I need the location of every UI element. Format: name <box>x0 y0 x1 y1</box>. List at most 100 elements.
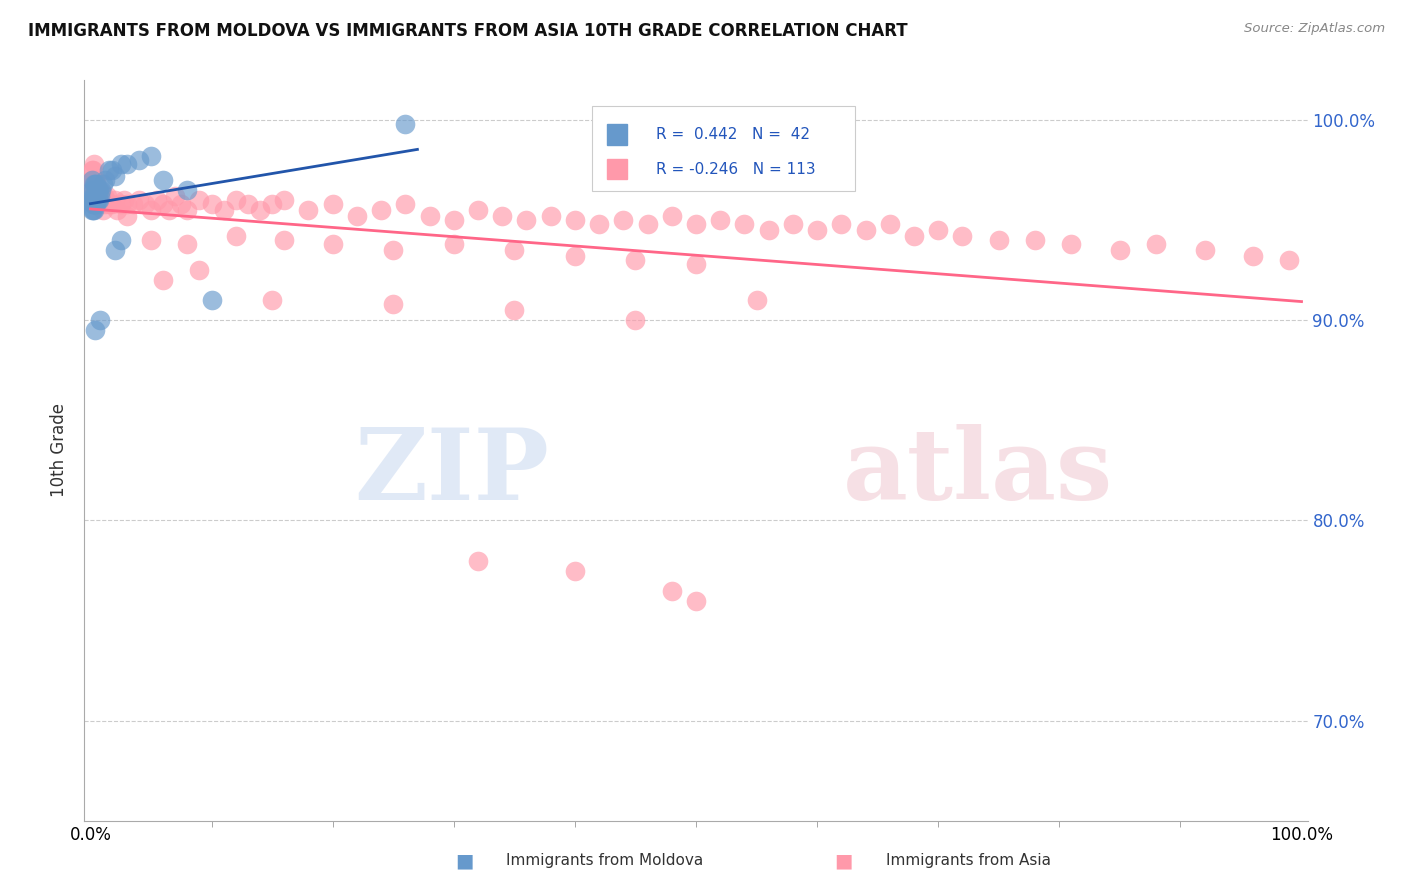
Point <box>564 249 586 263</box>
Point <box>188 263 211 277</box>
Point <box>83 194 105 208</box>
Point <box>1024 233 1046 247</box>
Point <box>84 187 107 202</box>
Point <box>1108 244 1130 258</box>
Point <box>624 313 647 327</box>
Point <box>152 173 174 187</box>
Text: Immigrants from Moldova: Immigrants from Moldova <box>506 854 703 868</box>
Point <box>83 173 105 187</box>
Point <box>225 229 247 244</box>
Text: ZIP: ZIP <box>354 425 550 521</box>
Point <box>87 194 110 208</box>
Point <box>612 213 634 227</box>
Point <box>82 183 104 197</box>
Point <box>115 210 138 224</box>
Point <box>382 297 405 311</box>
Point <box>104 244 127 258</box>
Point <box>1060 237 1083 252</box>
Point <box>661 210 683 224</box>
Point <box>394 197 416 211</box>
Point <box>82 197 104 211</box>
Point <box>1144 237 1167 252</box>
Point <box>84 173 107 187</box>
Point <box>588 218 610 232</box>
Point <box>249 203 271 218</box>
Point <box>96 194 118 208</box>
Point <box>346 210 368 224</box>
Point <box>139 233 162 247</box>
Point <box>86 189 108 203</box>
Point <box>80 183 103 197</box>
Point <box>733 218 755 232</box>
Text: R = -0.246   N = 113: R = -0.246 N = 113 <box>655 161 815 177</box>
Point <box>97 197 120 211</box>
Point <box>105 203 128 218</box>
Point <box>176 183 198 197</box>
Point <box>927 223 949 237</box>
Point <box>86 194 108 208</box>
Point <box>782 218 804 232</box>
Point <box>89 313 111 327</box>
Point <box>564 213 586 227</box>
Point <box>84 323 107 337</box>
Point <box>685 218 707 232</box>
Point <box>87 183 110 197</box>
Point <box>83 178 105 192</box>
Point <box>121 197 143 211</box>
Point <box>83 189 105 203</box>
Point <box>90 183 112 197</box>
Point <box>86 194 108 208</box>
Point <box>176 237 198 252</box>
Point <box>418 210 440 224</box>
Point <box>80 173 103 187</box>
Point <box>115 197 138 211</box>
Point <box>322 197 344 211</box>
Point <box>97 163 120 178</box>
Point <box>128 153 150 168</box>
Point <box>830 218 852 232</box>
Point <box>139 203 162 218</box>
Point <box>262 293 284 308</box>
Point <box>80 183 103 197</box>
Point <box>86 197 108 211</box>
Point <box>82 189 104 203</box>
Point <box>84 178 107 192</box>
Point <box>128 194 150 208</box>
Point <box>83 183 105 197</box>
Text: IMMIGRANTS FROM MOLDOVA VS IMMIGRANTS FROM ASIA 10TH GRADE CORRELATION CHART: IMMIGRANTS FROM MOLDOVA VS IMMIGRANTS FR… <box>28 22 908 40</box>
Point <box>952 229 974 244</box>
Point <box>297 203 319 218</box>
Point <box>152 197 174 211</box>
Point <box>91 203 114 218</box>
Point <box>86 187 108 202</box>
Point <box>879 218 901 232</box>
Point <box>685 257 707 271</box>
Text: ■: ■ <box>454 851 474 871</box>
Point <box>110 157 132 171</box>
Point <box>91 194 114 208</box>
Point <box>515 213 537 227</box>
Text: Source: ZipAtlas.com: Source: ZipAtlas.com <box>1244 22 1385 36</box>
Point <box>110 233 132 247</box>
Point <box>82 203 104 218</box>
Point <box>806 223 828 237</box>
Point <box>96 189 118 203</box>
Point <box>82 173 104 187</box>
Point <box>82 194 104 208</box>
Point <box>1194 244 1216 258</box>
Point <box>262 197 284 211</box>
Text: Immigrants from Asia: Immigrants from Asia <box>886 854 1050 868</box>
Point <box>84 189 107 203</box>
Point <box>94 197 117 211</box>
Point <box>540 210 562 224</box>
Point <box>101 163 124 178</box>
Point <box>82 194 104 208</box>
Point <box>170 197 193 211</box>
Point <box>200 197 222 211</box>
Point <box>91 178 114 192</box>
Point <box>86 183 108 197</box>
Point <box>503 303 526 318</box>
Point <box>86 173 108 187</box>
Point <box>176 203 198 218</box>
Point <box>212 203 235 218</box>
